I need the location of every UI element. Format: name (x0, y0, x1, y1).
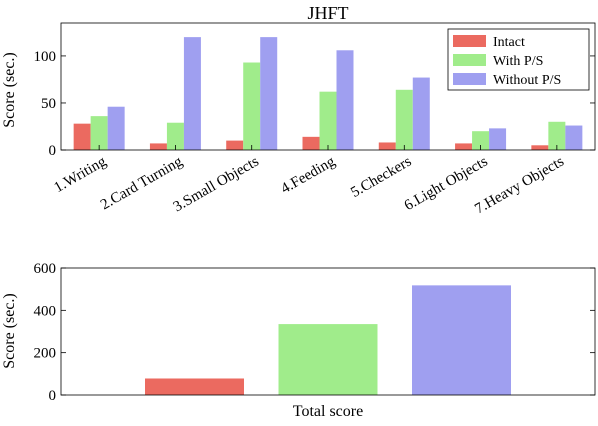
x-tick-label: 5.Checkers (348, 154, 414, 201)
bar-intact (145, 378, 244, 395)
bar-intact-6 (531, 145, 549, 150)
legend-swatch (453, 54, 486, 66)
jhft-bar-chart: JHFT Score (sec.) 0 50 100 1.Writing2.Card… (1, 3, 596, 217)
y-tick-label: 50 (41, 96, 56, 112)
x-tick-label: 3.Small Objects (171, 154, 262, 216)
legend: Intact With P/S Without P/S (447, 28, 590, 91)
bar-with-p-s-2 (243, 62, 261, 151)
bar-with-p-s-1 (166, 122, 184, 150)
legend-label: With P/S (493, 54, 543, 69)
bar-intact-3 (302, 136, 320, 150)
y-ticks: 0 50 100 (34, 49, 595, 159)
plot-frame (60, 267, 596, 396)
bar-without-p-s-2 (260, 37, 278, 150)
bar-without-p-s (412, 285, 511, 395)
total-score-bar-chart: Score (sec.) 0 200 400 600 Total score (1, 261, 596, 420)
bars (145, 285, 511, 395)
y-tick-label: 100 (34, 49, 57, 65)
y-axis-label: Score (sec.) (1, 293, 18, 369)
y-tick-label: 0 (49, 388, 57, 404)
bar-with-p-s-5 (472, 131, 490, 150)
bar-with-p-s-3 (319, 91, 337, 150)
legend-swatch (453, 73, 486, 85)
bar-without-p-s-4 (412, 77, 430, 150)
bar-without-p-s-6 (565, 125, 583, 150)
legend-label: Without P/S (493, 73, 561, 88)
bar-with-p-s-4 (395, 89, 413, 150)
bar-with-p-s (278, 324, 378, 395)
x-tick-label: 4.Feeding (278, 153, 338, 197)
bar-with-p-s-6 (548, 121, 566, 150)
bar-intact-0 (73, 123, 91, 150)
y-tick-label: 200 (34, 346, 57, 362)
bar-intact-1 (149, 143, 167, 150)
bar-intact-5 (455, 143, 473, 150)
legend-swatch (453, 35, 486, 47)
x-tick-label: 1.Writing (52, 153, 110, 196)
legend-label: Intact (493, 35, 525, 50)
bars (73, 37, 583, 151)
bar-without-p-s-0 (107, 106, 125, 150)
y-ticks: 0 200 400 600 (34, 261, 595, 404)
y-tick-label: 600 (34, 261, 57, 277)
bar-without-p-s-1 (183, 37, 201, 150)
bar-intact-2 (226, 140, 244, 150)
y-tick-label: 0 (49, 143, 57, 159)
bar-without-p-s-3 (336, 50, 354, 151)
chart-title: JHFT (307, 3, 348, 23)
bar-with-p-s-0 (90, 116, 108, 150)
bar-intact-4 (378, 142, 396, 150)
y-tick-label: 400 (34, 303, 57, 319)
bar-without-p-s-5 (489, 128, 507, 150)
plot-frame (60, 22, 596, 151)
y-axis-label: Score (sec.) (1, 52, 18, 128)
x-axis-label: Total score (293, 403, 363, 420)
